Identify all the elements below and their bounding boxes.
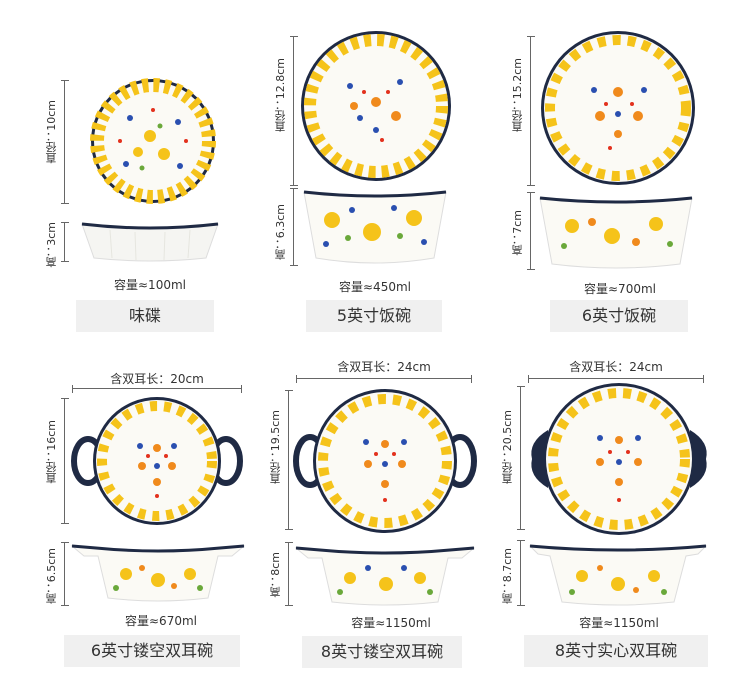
height-label: 高：8cm	[269, 552, 282, 598]
bowl-side-view	[528, 544, 708, 606]
height-dimension-line	[527, 192, 535, 270]
diameter-dimension-line	[527, 36, 535, 186]
diameter-label: 直径：15.2cm	[511, 58, 524, 133]
capacity-label: 容量≈1150ml	[351, 616, 431, 630]
bowl-side-view	[303, 190, 447, 264]
bowl-top-view	[541, 31, 695, 185]
height-dimension-line	[285, 542, 293, 606]
diameter-dimension-line	[290, 36, 298, 186]
diameter-label: 直径：16cm	[45, 420, 58, 484]
length-dimension-line	[72, 385, 242, 393]
height-dimension-line	[517, 540, 525, 606]
diameter-dimension-line	[61, 398, 69, 524]
product-name-label: 6英寸饭碗	[550, 300, 688, 332]
bowl-top-view	[531, 383, 707, 535]
length-label: 含双耳长：20cm	[110, 372, 204, 386]
height-dimension-line	[290, 188, 298, 266]
bowl-side-view	[70, 544, 246, 602]
bowl-top-view	[301, 31, 451, 181]
length-label: 含双耳长：24cm	[337, 360, 431, 374]
capacity-label: 容量≈700ml	[584, 282, 656, 296]
capacity-label: 容量≈1150ml	[579, 616, 659, 630]
bowl-top-view	[293, 389, 477, 533]
height-label: 高：6.3cm	[274, 204, 287, 261]
diameter-dimension-line	[61, 80, 69, 204]
bowl-top-view	[90, 78, 216, 204]
diameter-label: 直径：20.5cm	[501, 410, 514, 485]
product-name-label: 8英寸镂空双耳碗	[302, 636, 462, 668]
capacity-label: 容量≈450ml	[339, 280, 411, 294]
diameter-label: 直径：10cm	[45, 100, 58, 164]
diameter-label: 直径：19.5cm	[269, 410, 282, 485]
height-dimension-line	[61, 542, 69, 606]
capacity-label: 容量≈100ml	[114, 278, 186, 292]
height-label: 高：8.7cm	[501, 548, 514, 605]
length-label: 含双耳长：24cm	[569, 360, 663, 374]
diameter-dimension-line	[285, 390, 293, 530]
length-dimension-line	[528, 375, 704, 383]
bowl-top-view	[71, 397, 243, 525]
height-label: 高：6.5cm	[45, 548, 58, 605]
diameter-dimension-line	[517, 386, 525, 530]
length-dimension-line	[296, 375, 472, 383]
height-dimension-line	[61, 222, 69, 262]
bowl-side-view	[539, 196, 693, 269]
height-label: 高：7cm	[511, 210, 524, 256]
product-name-label: 6英寸镂空双耳碗	[64, 635, 240, 667]
capacity-label: 容量≈670ml	[125, 614, 197, 628]
bowl-side-view	[294, 546, 476, 606]
diameter-label: 直径：12.8cm	[274, 58, 287, 133]
height-label: 高：3cm	[45, 222, 58, 268]
product-name-label: 味碟	[76, 300, 214, 332]
product-name-label: 5英寸饭碗	[306, 300, 442, 332]
product-name-label: 8英寸实心双耳碗	[524, 635, 708, 667]
bowl-side-view	[81, 222, 219, 262]
